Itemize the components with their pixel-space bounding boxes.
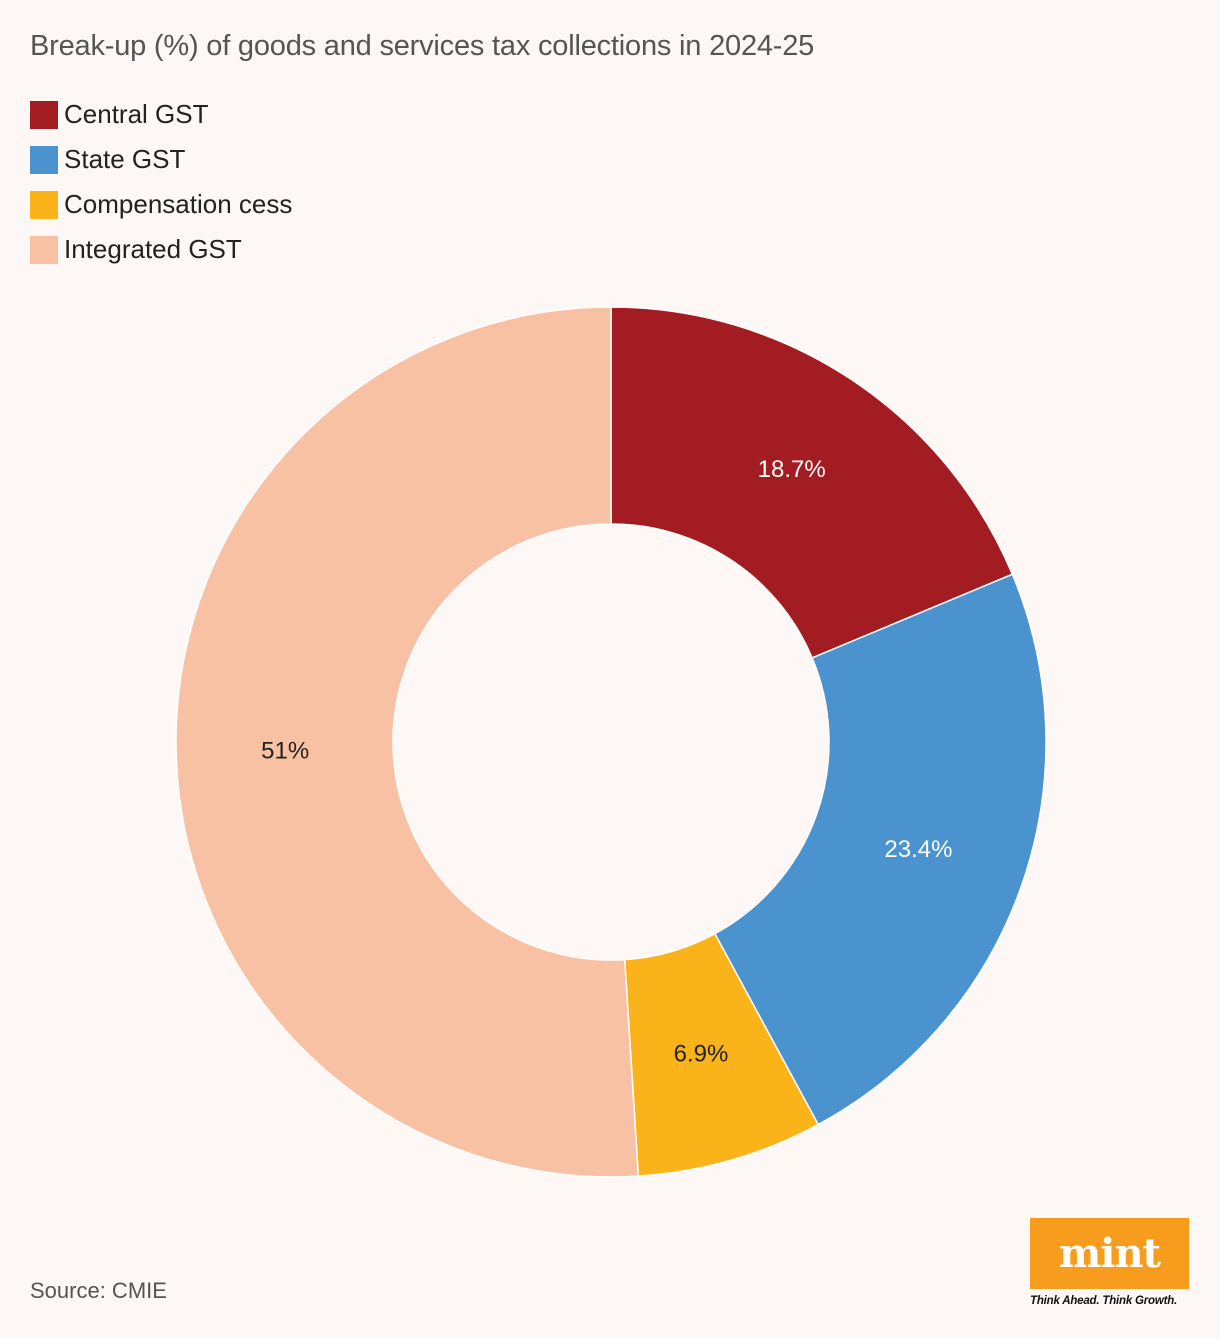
logo-tagline: Think Ahead. Think Growth. (1030, 1295, 1178, 1307)
legend-swatch (30, 145, 58, 174)
source-note: Source: CMIE (30, 1278, 167, 1303)
slice-label-compensation-cess: 6.9% (674, 1041, 729, 1068)
slice-integrated-gst (175, 306, 640, 1178)
slice-label-integrated-gst: 51% (261, 738, 309, 765)
logo-wordmark: mint (1058, 1230, 1161, 1277)
legend-swatch (30, 100, 58, 129)
mint-logo: mint Think Ahead. Think Growth. (1030, 1218, 1189, 1307)
legend-item-central-gst: Central GST (30, 92, 292, 137)
legend-item-integrated-gst: Integrated GST (30, 227, 292, 272)
legend: Central GST State GST Compensation cess … (30, 92, 292, 272)
legend-label: State GST (64, 144, 186, 174)
legend-label: Central GST (64, 99, 209, 129)
legend-swatch (30, 235, 58, 264)
slice-central-gst (610, 306, 1014, 659)
legend-swatch (30, 190, 58, 219)
slice-label-state-gst: 23.4% (884, 836, 952, 863)
legend-item-state-gst: State GST (30, 137, 292, 182)
chart-title: Break-up (%) of goods and services tax c… (30, 30, 815, 62)
legend-item-compensation-cess: Compensation cess (30, 182, 292, 227)
slice-state-gst (713, 573, 1047, 1126)
slice-label-central-gst: 18.7% (758, 456, 826, 483)
legend-label: Compensation cess (64, 189, 293, 219)
legend-label: Integrated GST (64, 234, 242, 264)
logo-box: mint (1030, 1218, 1189, 1289)
